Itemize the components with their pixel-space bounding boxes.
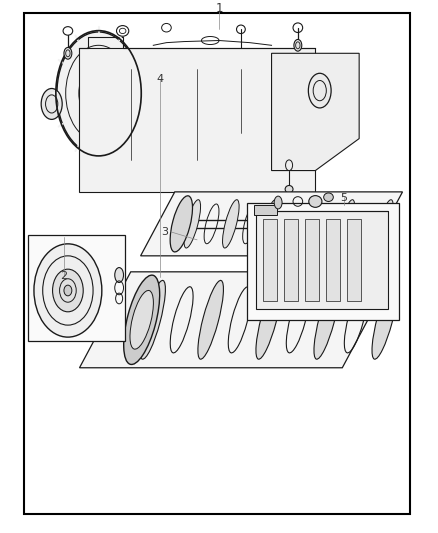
Polygon shape [80,272,393,368]
Text: 3: 3 [161,227,168,237]
Ellipse shape [140,280,166,359]
Bar [254,205,277,215]
Ellipse shape [170,196,192,252]
Ellipse shape [294,39,302,51]
Polygon shape [79,48,315,192]
Ellipse shape [324,193,333,201]
Bar [326,219,340,301]
Ellipse shape [53,269,83,312]
Text: 1: 1 [215,2,223,15]
Ellipse shape [377,200,393,248]
Text: 4: 4 [156,74,163,84]
Ellipse shape [372,280,398,359]
Ellipse shape [308,74,331,108]
Ellipse shape [300,200,316,248]
Ellipse shape [64,47,72,59]
Ellipse shape [198,280,223,359]
Ellipse shape [130,290,153,349]
Ellipse shape [184,200,201,248]
Bar [284,219,298,301]
Bar [347,219,361,301]
Bar [24,13,410,514]
Ellipse shape [261,200,278,248]
Bar [28,235,125,341]
Text: 2: 2 [60,271,67,281]
Ellipse shape [124,275,160,365]
Ellipse shape [41,88,62,119]
Bar [263,219,277,301]
Ellipse shape [309,196,322,207]
Ellipse shape [338,200,355,248]
Polygon shape [141,192,403,256]
Polygon shape [272,53,359,171]
Ellipse shape [274,196,282,209]
Text: 5: 5 [340,193,347,203]
Ellipse shape [64,285,72,296]
Ellipse shape [57,32,140,155]
Ellipse shape [285,185,293,193]
Ellipse shape [223,200,239,248]
Ellipse shape [34,244,102,337]
Ellipse shape [115,268,124,282]
Bar [256,211,388,309]
Ellipse shape [256,280,282,359]
Bar [247,203,399,320]
Ellipse shape [314,280,339,359]
Bar [305,219,319,301]
